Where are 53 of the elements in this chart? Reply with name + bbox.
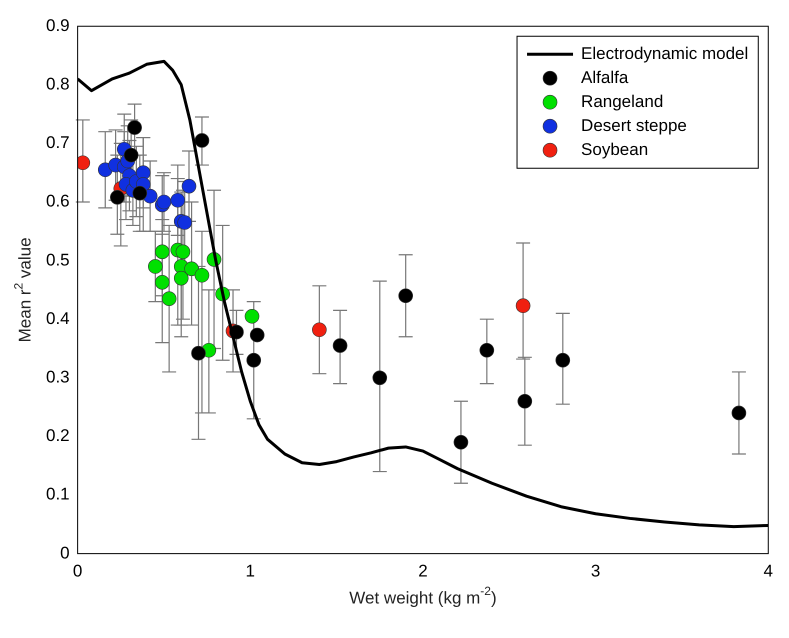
- point: [480, 342, 494, 358]
- point: [244, 308, 260, 324]
- point: [184, 262, 199, 276]
- y-tick-label: 0.4: [46, 308, 70, 328]
- point: [191, 346, 206, 360]
- point: [398, 288, 413, 304]
- point: [556, 352, 570, 368]
- point: [518, 394, 532, 409]
- y-tick-label: 0.5: [46, 250, 70, 270]
- x-tick-label: 2: [418, 561, 428, 580]
- point: [194, 268, 210, 283]
- point: [110, 190, 125, 205]
- point: [732, 406, 746, 420]
- y-tick-label: 0.7: [46, 133, 70, 152]
- legend-label: Rangeland: [581, 92, 664, 111]
- point: [372, 370, 388, 386]
- y-tick-label: 0.2: [46, 426, 70, 446]
- y-tick-label: 0.6: [46, 192, 70, 211]
- point: [177, 215, 192, 230]
- point: [332, 338, 348, 353]
- point: [156, 194, 172, 210]
- y-tick-label: 0.8: [46, 74, 70, 94]
- y-tick-label: 0: [60, 543, 70, 562]
- x-tick-label: 0: [72, 561, 82, 580]
- legend-label: Desert steppe: [581, 116, 687, 135]
- legend-label: Electrodynamic model: [581, 44, 748, 63]
- point: [132, 186, 148, 201]
- point: [124, 148, 138, 162]
- legend-label: Alfalfa: [581, 68, 629, 87]
- point: [170, 192, 186, 208]
- point: [176, 244, 190, 260]
- point: [162, 291, 176, 306]
- point: [516, 298, 530, 314]
- point: [182, 178, 196, 194]
- point: [148, 259, 163, 274]
- point: [250, 328, 264, 342]
- y-axis-title: Mean r2 value: [11, 237, 35, 342]
- y-tick-label: 0.3: [46, 367, 70, 386]
- point: [454, 434, 468, 450]
- x-tick-label: 4: [764, 561, 774, 580]
- x-tick-label: 3: [590, 561, 600, 580]
- point: [154, 244, 170, 260]
- y-tick-label: 0.9: [46, 16, 70, 35]
- x-tick-label: 1: [246, 561, 256, 580]
- point: [174, 270, 189, 286]
- y-tick-label: 0.1: [46, 484, 70, 504]
- point: [312, 322, 327, 338]
- point: [194, 133, 210, 148]
- point: [127, 120, 142, 135]
- point: [154, 274, 170, 290]
- point: [246, 352, 262, 368]
- point: [136, 165, 151, 180]
- legend-label: Soybean: [581, 140, 648, 159]
